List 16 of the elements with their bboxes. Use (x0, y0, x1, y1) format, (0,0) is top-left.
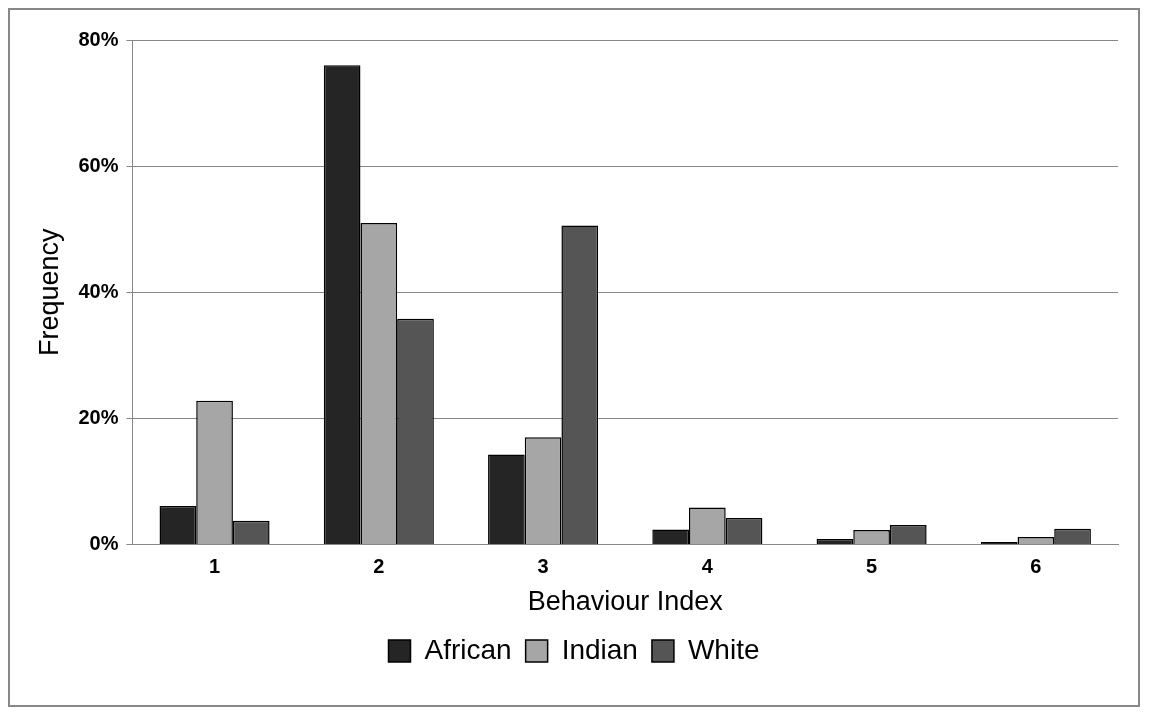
y-tick-label: 60% (78, 153, 119, 176)
y-tick-label: 20% (78, 405, 119, 428)
y-axis-title: Frequency (33, 228, 64, 357)
y-tick-label: 40% (78, 279, 119, 302)
legend-label: Indian (561, 633, 638, 665)
y-tick-label: 80% (78, 27, 119, 50)
legend-label: White (687, 633, 760, 665)
legend-label: African (424, 633, 512, 665)
x-tick-label: 5 (866, 555, 878, 578)
y-tick-label: 0% (89, 532, 119, 555)
x-tick-label: 2 (373, 555, 385, 578)
x-tick-label: 1 (209, 555, 221, 578)
x-tick-label: 4 (701, 555, 714, 578)
x-tick-label: 6 (1030, 555, 1042, 578)
x-tick-label: 3 (537, 555, 549, 578)
x-axis-title: Behaviour Index (527, 586, 724, 617)
